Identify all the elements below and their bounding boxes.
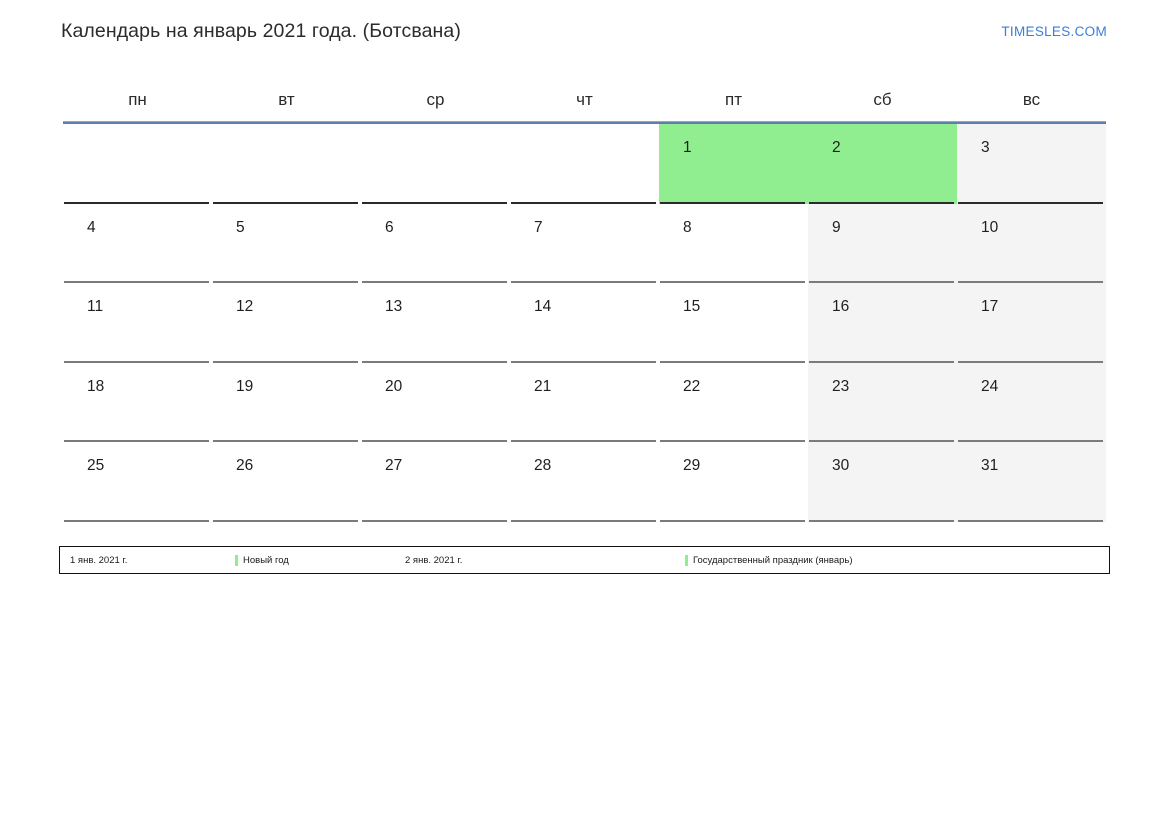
day-number: 23	[832, 377, 850, 395]
day-number: 10	[981, 218, 999, 236]
holiday-marker-icon	[235, 554, 238, 566]
day-number: 14	[534, 298, 552, 315]
day-number: 12	[236, 298, 254, 315]
day-cell[interactable]: 22	[659, 362, 808, 442]
day-number: 24	[981, 377, 999, 395]
holiday-legend: 1 янв. 2021 г. Новый год 2 янв. 2021 г. …	[59, 546, 1110, 574]
day-cell[interactable]: 27	[361, 442, 510, 522]
weekday-header-wed: ср	[426, 89, 445, 109]
day-cell[interactable]: 12	[212, 283, 361, 363]
day-cell[interactable]: 7	[510, 203, 659, 283]
day-cell[interactable]	[63, 124, 212, 204]
day-number: 3	[981, 139, 990, 156]
day-number: 11	[87, 298, 104, 315]
day-cell[interactable]: 25	[63, 442, 212, 522]
day-number: 6	[385, 218, 394, 236]
site-logo-link[interactable]: TIMESLES.COM	[1001, 24, 1107, 39]
day-number: 2	[832, 139, 841, 156]
day-cell[interactable]: 13	[361, 283, 510, 363]
legend-entry: Новый год	[235, 547, 405, 573]
week-row: 4 5 6 7 8 9 10	[63, 203, 1106, 283]
day-cell[interactable]: 3	[957, 124, 1106, 204]
day-cell[interactable]: 31	[957, 442, 1106, 522]
day-number: 29	[683, 457, 701, 474]
day-cell[interactable]: 10	[957, 203, 1106, 283]
weekday-header-row: пн вт ср чт пт сб вс	[63, 78, 1106, 121]
day-number: 9	[832, 218, 841, 236]
legend-date: 1 янв. 2021 г.	[70, 554, 128, 566]
weekday-header-mon: пн	[128, 89, 147, 109]
page-title: Календарь на январь 2021 года. (Ботсвана…	[61, 20, 461, 42]
day-cell[interactable]: 4	[63, 203, 212, 283]
day-number: 20	[385, 377, 403, 395]
weekday-header-thu: чт	[576, 89, 593, 109]
day-cell[interactable]: 23	[808, 362, 957, 442]
day-cell[interactable]: 18	[63, 362, 212, 442]
day-cell[interactable]: 28	[510, 442, 659, 522]
day-number: 16	[832, 298, 850, 315]
legend-label: Государственный праздник (январь)	[693, 554, 853, 566]
legend-label: Новый год	[243, 554, 289, 566]
day-number: 13	[385, 298, 403, 315]
week-row: 11 12 13 14 15 16 17	[63, 283, 1106, 363]
legend-entry: Государственный праздник (январь)	[685, 547, 1109, 573]
day-cell[interactable]: 15	[659, 283, 808, 363]
day-cell[interactable]	[361, 124, 510, 204]
header-divider	[63, 121, 1106, 124]
day-number: 25	[87, 457, 105, 474]
day-number: 26	[236, 457, 254, 474]
weekday-header-tue: вт	[278, 89, 295, 109]
day-cell[interactable]	[510, 124, 659, 204]
week-row: 18 19 20 21 22 23 24	[63, 362, 1106, 442]
day-number: 28	[534, 457, 552, 474]
day-cell[interactable]: 2	[808, 124, 957, 204]
day-number: 8	[683, 218, 692, 236]
day-number: 7	[534, 218, 543, 236]
day-cell[interactable]: 20	[361, 362, 510, 442]
day-number: 1	[683, 139, 692, 156]
day-number: 31	[981, 457, 999, 474]
day-cell[interactable]: 17	[957, 283, 1106, 363]
weekday-header-sat: сб	[873, 89, 892, 109]
day-cell[interactable]: 1	[659, 124, 808, 204]
week-row: 25 26 27 28 29 30 31	[63, 442, 1106, 522]
day-cell[interactable]: 30	[808, 442, 957, 522]
day-cell[interactable]: 11	[63, 283, 212, 363]
legend-date: 2 янв. 2021 г.	[405, 554, 463, 566]
day-cell[interactable]: 6	[361, 203, 510, 283]
day-cell[interactable]: 8	[659, 203, 808, 283]
week-row: 1 2 3	[63, 124, 1106, 204]
day-number: 30	[832, 457, 850, 474]
day-cell[interactable]: 21	[510, 362, 659, 442]
holiday-marker-icon	[685, 554, 688, 566]
calendar-weeks: 1 2 3 4 5 6 7 8 9 10 11 12 13 14 15 16 1…	[63, 124, 1106, 522]
day-cell[interactable]: 24	[957, 362, 1106, 442]
day-number: 18	[87, 377, 105, 395]
day-cell[interactable]: 19	[212, 362, 361, 442]
weekday-header-fri: пт	[725, 89, 742, 109]
weekday-header-sun: вс	[1022, 89, 1041, 109]
day-number: 5	[236, 218, 245, 236]
calendar-table: пн вт ср чт пт сб вс 1 2 3 4 5 6	[63, 78, 1106, 522]
day-cell[interactable]: 9	[808, 203, 957, 283]
day-cell[interactable]: 14	[510, 283, 659, 363]
day-number: 15	[683, 298, 701, 315]
page-header: Календарь на январь 2021 года. (Ботсвана…	[0, 0, 1169, 62]
day-number: 19	[236, 377, 254, 395]
day-cell[interactable]: 29	[659, 442, 808, 522]
day-number: 27	[385, 457, 403, 474]
day-cell[interactable]: 16	[808, 283, 957, 363]
day-number: 22	[683, 377, 701, 395]
day-cell[interactable]: 26	[212, 442, 361, 522]
day-cell[interactable]	[212, 124, 361, 204]
day-number: 21	[534, 377, 552, 395]
day-number: 17	[981, 298, 999, 315]
day-cell[interactable]: 5	[212, 203, 361, 283]
day-number: 4	[87, 218, 96, 236]
